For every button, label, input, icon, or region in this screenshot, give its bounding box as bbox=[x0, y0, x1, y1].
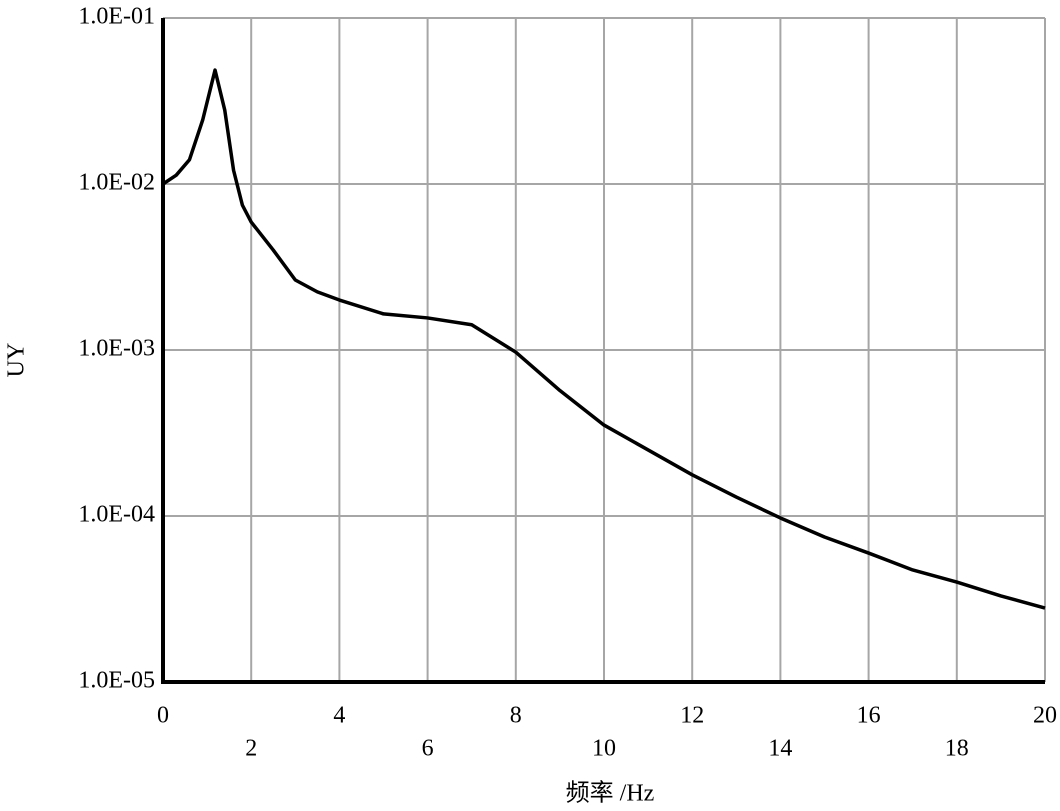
x-tick-label: 0 bbox=[157, 703, 169, 729]
x-tick-label: 20 bbox=[1033, 703, 1057, 729]
x-tick-label: 4 bbox=[333, 703, 345, 729]
x-tick-label: 8 bbox=[510, 703, 522, 729]
x-tick-label: 14 bbox=[768, 736, 792, 762]
x-tick-label: 10 bbox=[592, 736, 616, 762]
x-tick-label: 16 bbox=[857, 703, 881, 729]
y-tick-label: 1.0E-03 bbox=[78, 336, 155, 362]
x-tick-label: 2 bbox=[245, 736, 257, 762]
y-tick-label: 1.0E-02 bbox=[78, 170, 155, 196]
y-axis-label: UY bbox=[4, 343, 30, 378]
x-tick-label: 12 bbox=[680, 703, 704, 729]
y-tick-label: 1.0E-05 bbox=[78, 668, 155, 694]
x-tick-label: 6 bbox=[422, 736, 434, 762]
x-tick-label: 18 bbox=[945, 736, 969, 762]
line-series bbox=[162, 68, 1046, 610]
x-axis-label: 频率 /Hz bbox=[566, 780, 655, 807]
y-tick-label: 1.0E-01 bbox=[78, 4, 155, 30]
y-tick-label: 1.0E-04 bbox=[78, 502, 155, 528]
